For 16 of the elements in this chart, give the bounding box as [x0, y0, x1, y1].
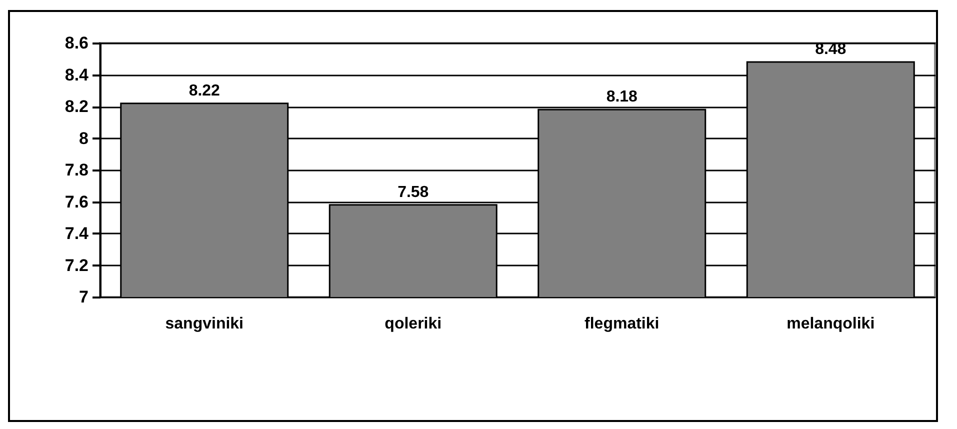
y-tick-label: 8 — [79, 128, 88, 148]
y-tick-label: 7.2 — [64, 256, 88, 275]
data-label: 8.22 — [188, 82, 220, 100]
data-label: 7.58 — [398, 184, 429, 201]
data-label: 8.18 — [606, 88, 638, 106]
x-tick-label: sangviniki — [165, 316, 244, 332]
y-tick-label: 7 — [79, 288, 88, 306]
y-tick-label: 7.6 — [64, 192, 88, 212]
y-tick-label: 7.4 — [64, 224, 90, 243]
y-tick-label: 8.6 — [64, 34, 88, 52]
y-tick-label: 8.4 — [64, 65, 90, 84]
x-tick-label: melanqoliki — [786, 316, 875, 332]
y-tick-label: 7.8 — [64, 160, 88, 180]
x-tick-label: flegmatiki — [584, 316, 660, 332]
y-tick-label: 8.2 — [64, 97, 88, 116]
x-tick-label: qoleriki — [384, 316, 442, 332]
